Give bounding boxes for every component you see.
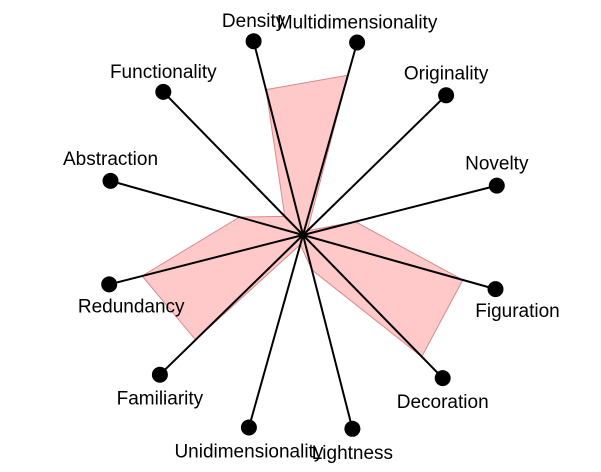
axis-label: Novelty [465,154,529,175]
axis-spoke [302,234,496,291]
axis-spoke [302,184,498,236]
axis-end-marker [245,33,262,50]
axis-spoke [302,94,447,236]
axis-end-marker [101,276,118,293]
axis-label: Lightness [312,443,393,464]
axis-spoke [302,234,354,430]
axis-end-marker [240,419,257,436]
axis-spoke [110,179,304,236]
axis-spoke [252,40,304,236]
axis-spoke [162,91,304,236]
axis-spoke [159,234,304,376]
axis-end-marker [487,281,504,298]
axis-end-marker [344,420,361,437]
axis-label: Redundancy [78,296,185,317]
axis-label: Multidimensionality [277,13,438,34]
axis-end-marker [349,34,366,51]
axis-end-marker [434,370,451,387]
axis-end-marker [438,87,455,104]
axis-label: Density [222,11,286,32]
axis-spoke [302,234,444,379]
axis-end-marker [151,366,168,383]
axis-label: Abstraction [63,149,158,170]
series-polygon [141,74,464,358]
axis-spoke [302,42,359,236]
axis-label: Unidimensionality [174,442,323,463]
axis-label: Originality [404,63,489,84]
axis-label: Figuration [475,301,560,322]
axis-spoke [108,234,304,286]
axis-label: Familiarity [117,389,204,410]
axis-end-marker [488,177,505,194]
axis-end-marker [155,83,172,100]
axis-label: Functionality [110,62,217,83]
axis-end-marker [102,172,119,189]
axis-label: Decoration [397,392,489,413]
axis-spoke [247,234,304,428]
